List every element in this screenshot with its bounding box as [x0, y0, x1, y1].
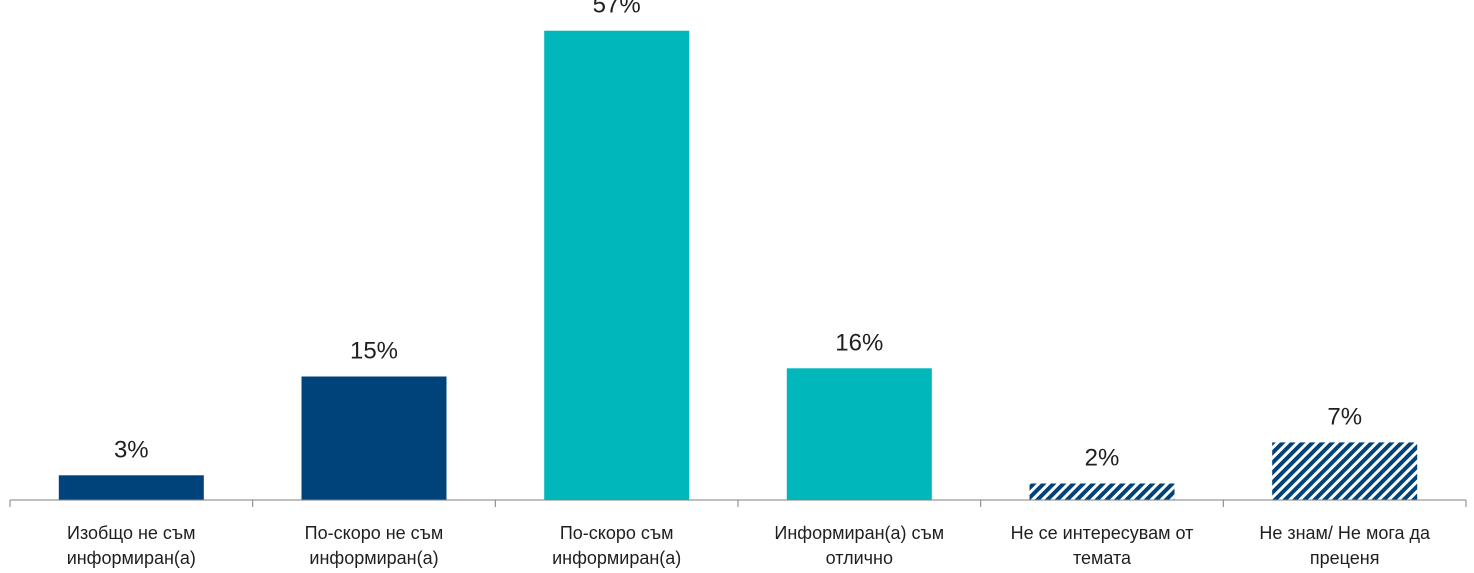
x-tick-labels: Изобщо не съм информиран(а) По-скоро не съ…: [67, 523, 1431, 568]
data-label-3: 57%: [593, 0, 641, 19]
x-axis: [9, 499, 1467, 507]
data-label-1: 3%: [114, 436, 149, 463]
x-tick-label-6: Не знам/ Не мога да преценя: [1259, 523, 1431, 568]
data-label-2: 15%: [350, 338, 398, 365]
bar-5: [1029, 483, 1175, 500]
x-tick-label-3: По-скоро съм информиран(а): [552, 523, 681, 568]
data-label-6: 7%: [1327, 403, 1362, 430]
data-labels-layer: 3% 15% 57% 16% 2% 7%: [114, 0, 1362, 472]
x-tick-label-2: По-скоро не съм информиран(а): [305, 523, 444, 568]
x-tick-label-5: Не се интересувам от темата: [1011, 523, 1194, 568]
data-label-5: 2%: [1085, 445, 1120, 472]
x-tick-label-4: Информиран(а) съм отлично: [774, 523, 944, 568]
x-tick-label-1: Изобщо не съм информиран(а): [67, 523, 196, 568]
bars-layer: [58, 30, 1418, 500]
bar-6: [1272, 442, 1418, 500]
bar-4: [786, 368, 932, 500]
data-label-4: 16%: [835, 329, 883, 356]
bar-1: [58, 475, 204, 500]
bar-3: [544, 30, 690, 500]
bar-2: [301, 376, 447, 500]
